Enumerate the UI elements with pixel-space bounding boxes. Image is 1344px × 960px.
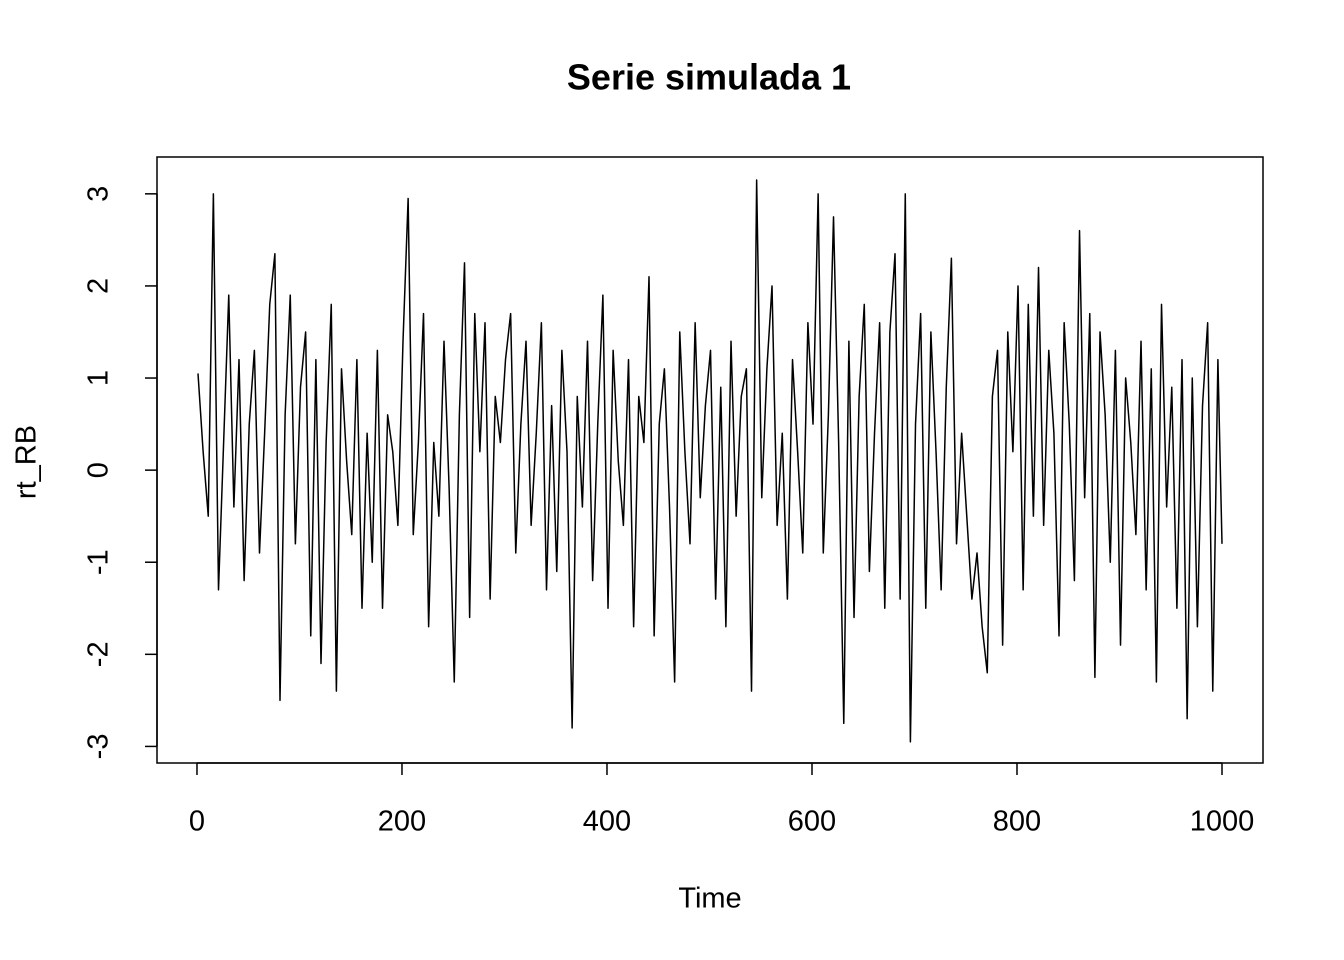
series-line bbox=[197, 179, 1223, 743]
plot-frame bbox=[156, 156, 1264, 764]
x-tick-label: 800 bbox=[993, 806, 1041, 838]
y-tick-label: 3 bbox=[83, 186, 115, 202]
x-tick-label: 200 bbox=[378, 806, 426, 838]
y-tick-label: 0 bbox=[83, 462, 115, 478]
y-tick-label: -2 bbox=[83, 641, 115, 667]
chart-title: Serie simulada 1 bbox=[567, 57, 851, 98]
y-tick-label: -1 bbox=[83, 549, 115, 575]
y-tick-label: 1 bbox=[83, 370, 115, 386]
x-tick-label: 0 bbox=[189, 806, 205, 838]
x-tick-label: 600 bbox=[788, 806, 836, 838]
x-axis-label: Time bbox=[678, 883, 741, 915]
y-tick-label: -3 bbox=[83, 734, 115, 760]
y-axis-label: rt_RB bbox=[11, 425, 43, 499]
y-tick-label: 2 bbox=[83, 278, 115, 294]
x-tick-label: 1000 bbox=[1190, 806, 1255, 838]
x-tick-label: 400 bbox=[583, 806, 631, 838]
